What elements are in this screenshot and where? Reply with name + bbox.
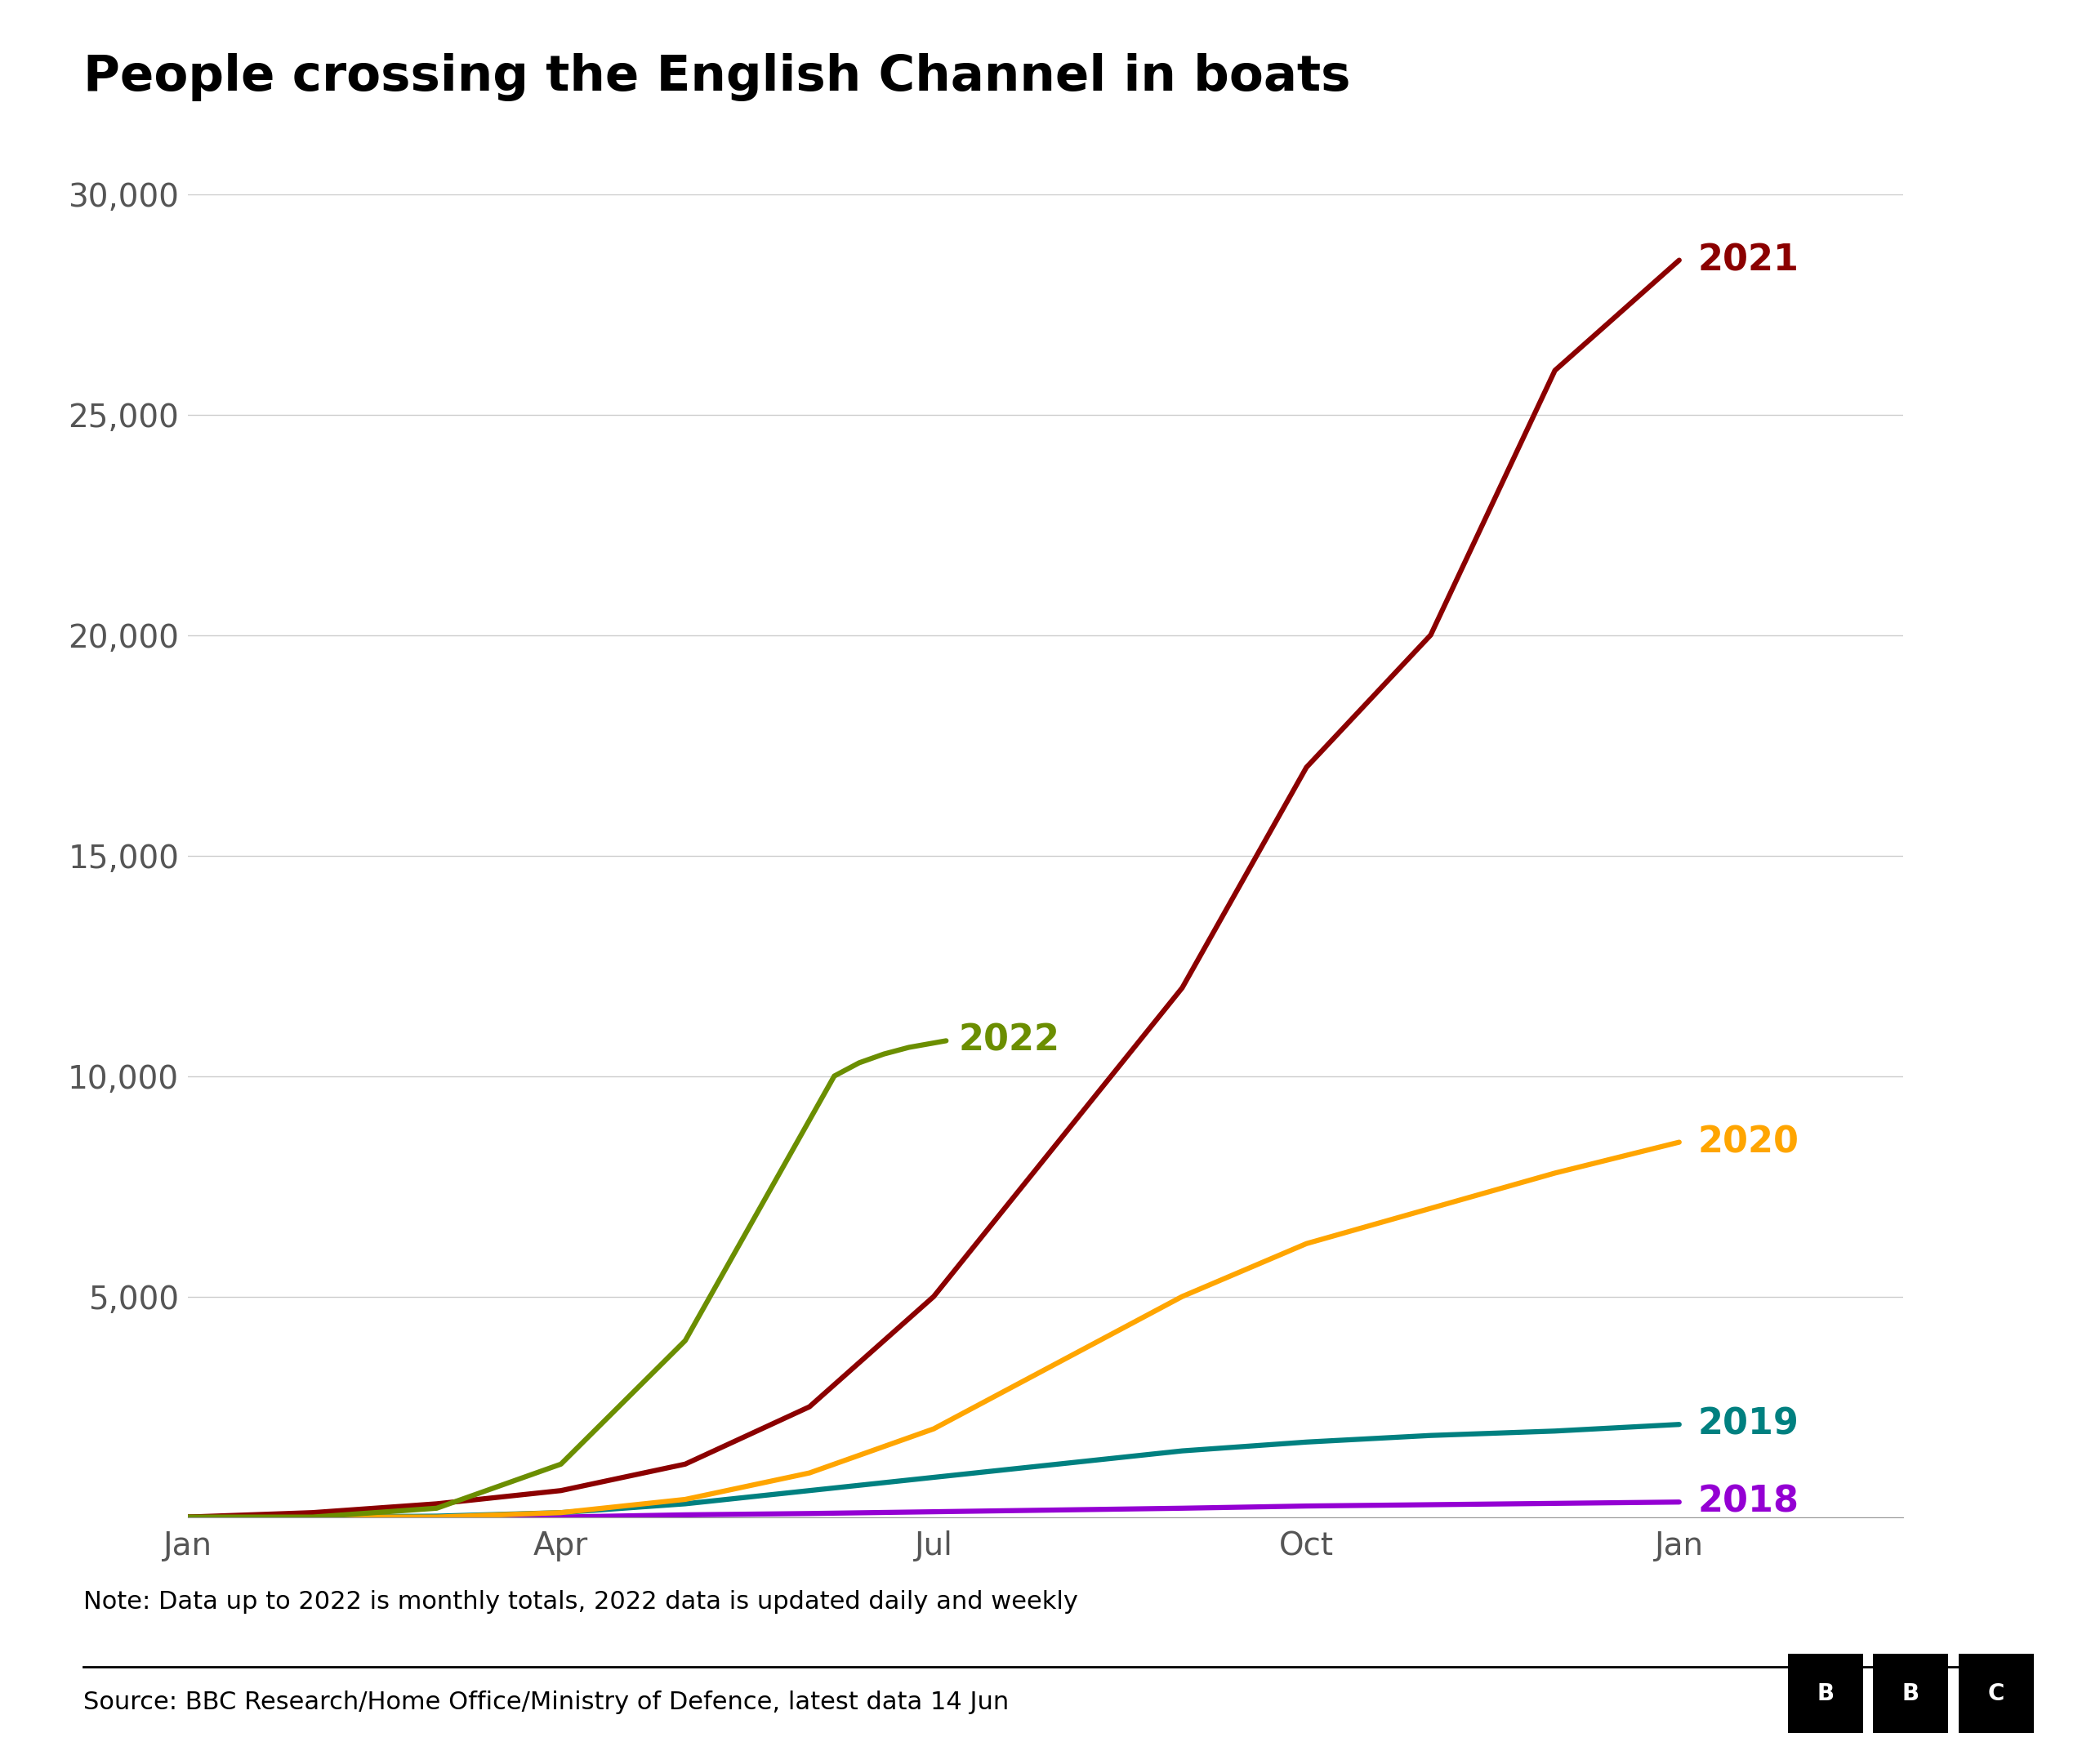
Text: 2020: 2020	[1698, 1125, 1798, 1159]
Text: 2021: 2021	[1698, 243, 1798, 277]
FancyBboxPatch shape	[1959, 1655, 2035, 1732]
Text: 2022: 2022	[958, 1023, 1060, 1058]
Text: Note: Data up to 2022 is monthly totals, 2022 data is updated daily and weekly: Note: Data up to 2022 is monthly totals,…	[84, 1591, 1079, 1614]
FancyBboxPatch shape	[1788, 1655, 1863, 1732]
Text: Source: BBC Research/Home Office/Ministry of Defence, latest data 14 Jun: Source: BBC Research/Home Office/Ministr…	[84, 1690, 1010, 1715]
Text: 2018: 2018	[1698, 1485, 1798, 1519]
Text: B: B	[1817, 1683, 1834, 1704]
Text: C: C	[1989, 1683, 2005, 1704]
FancyBboxPatch shape	[1874, 1655, 1949, 1732]
Text: B: B	[1903, 1683, 1920, 1704]
Text: People crossing the English Channel in boats: People crossing the English Channel in b…	[84, 53, 1351, 101]
Text: 2019: 2019	[1698, 1408, 1798, 1441]
